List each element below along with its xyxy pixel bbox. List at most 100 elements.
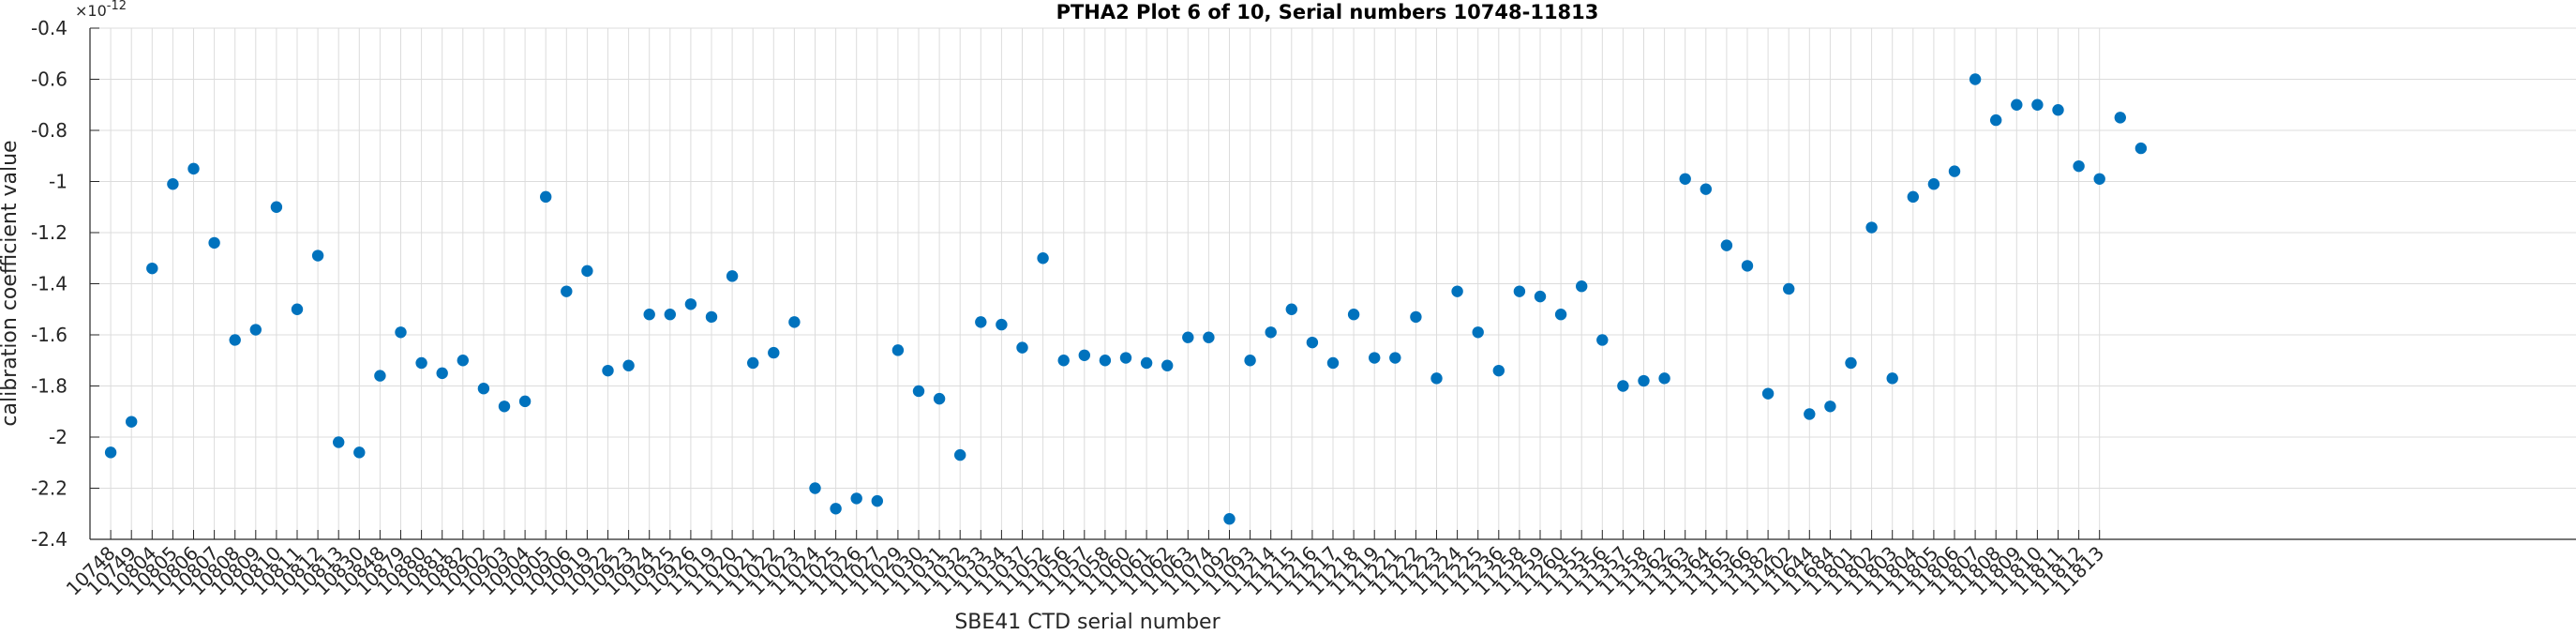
data-point <box>229 334 241 346</box>
data-point <box>975 316 987 328</box>
data-point <box>1845 356 1857 370</box>
data-point <box>291 303 304 315</box>
y-tick-label: -2.2 <box>31 477 67 500</box>
data-point <box>126 416 138 428</box>
data-point <box>1804 408 1816 420</box>
data-point <box>1410 310 1422 324</box>
data-point <box>1679 173 1691 185</box>
y-axis-label: calibration coefficient value <box>0 140 22 426</box>
axes <box>89 27 2576 540</box>
data-point <box>1534 290 1547 303</box>
data-point <box>249 324 262 336</box>
data-point <box>1203 331 1215 343</box>
data-point <box>1554 309 1567 321</box>
chart-title: PTHA2 Plot 6 of 10, Serial numbers 10748… <box>1056 1 1599 23</box>
data-point <box>1472 326 1484 339</box>
data-point <box>477 383 490 395</box>
data-point <box>1119 352 1132 364</box>
data-point <box>1886 372 1898 385</box>
data-point <box>1347 309 1360 321</box>
grid-lines <box>90 27 2576 540</box>
data-point <box>996 318 1008 331</box>
data-point <box>788 316 801 328</box>
y-tick-label: -1.8 <box>31 375 67 398</box>
data-point <box>353 446 366 459</box>
data-point <box>726 270 739 282</box>
data-point <box>1761 387 1775 400</box>
data-point <box>1638 374 1650 387</box>
data-point <box>1078 349 1091 361</box>
data-point <box>1513 285 1526 297</box>
data-point <box>2073 159 2085 173</box>
data-point <box>518 395 532 408</box>
y-exponent-power: -12 <box>107 0 127 13</box>
y-tick-label: -1.6 <box>31 324 67 346</box>
data-point <box>912 385 925 398</box>
data-point <box>2011 98 2023 111</box>
data-point <box>1430 372 1443 385</box>
data-point <box>1576 280 1588 293</box>
data-point <box>891 344 905 356</box>
data-point <box>705 310 718 324</box>
y-exponent-label: ×10-12 <box>75 0 127 20</box>
data-point <box>1451 285 1463 297</box>
data-point <box>208 236 220 249</box>
data-points <box>104 73 2148 525</box>
y-tick-label: -0.6 <box>31 68 67 91</box>
y-tick-label: -2 <box>49 426 67 448</box>
data-point <box>333 436 345 448</box>
data-point <box>167 178 179 190</box>
data-point <box>1969 73 1982 85</box>
data-point <box>1783 282 1795 295</box>
y-tick-label: -1.2 <box>31 221 67 244</box>
data-point <box>1492 364 1505 377</box>
data-point <box>933 392 946 405</box>
data-point <box>311 249 324 262</box>
data-point <box>1720 239 1733 251</box>
data-point <box>871 494 883 507</box>
data-point <box>146 262 158 275</box>
data-point <box>809 482 821 494</box>
data-point <box>643 309 655 321</box>
data-point <box>1741 260 1754 272</box>
data-point <box>1306 336 1319 349</box>
data-point <box>2093 173 2105 185</box>
data-point <box>1161 359 1174 371</box>
data-point <box>622 359 635 371</box>
data-point <box>1326 356 1340 370</box>
y-exponent-base: ×10 <box>75 2 107 20</box>
data-point <box>457 355 469 367</box>
data-point <box>1140 356 1153 370</box>
data-point <box>540 190 552 204</box>
data-point <box>664 309 676 321</box>
data-point <box>1990 113 2002 127</box>
y-tick-label: -0.8 <box>31 119 67 142</box>
data-point <box>1907 190 1920 204</box>
data-point <box>1700 183 1713 195</box>
data-point <box>1617 380 1629 392</box>
data-point <box>1016 341 1028 354</box>
y-tick-label: -1 <box>49 171 67 193</box>
data-point <box>953 448 966 461</box>
data-point <box>498 401 511 413</box>
data-point <box>1057 355 1070 367</box>
data-point <box>1099 355 1112 367</box>
tick-labels: -2.4 -2.2 -2 -1.8 -1.6 -1.4 -1.2 -1 -0.8 -0.6 -0.4… <box>31 17 2108 600</box>
data-point <box>1182 331 1194 343</box>
data-point <box>830 503 842 515</box>
data-point <box>1824 401 1836 413</box>
data-point <box>1389 352 1401 364</box>
data-point <box>374 370 386 382</box>
data-point <box>561 285 573 297</box>
data-point <box>684 298 697 310</box>
data-point <box>850 492 862 505</box>
x-axis-label: SBE41 CTD serial number <box>954 611 1221 634</box>
data-point <box>2114 112 2126 124</box>
data-point <box>768 346 780 359</box>
data-point <box>1037 252 1049 265</box>
data-point <box>1369 352 1381 364</box>
data-point <box>395 326 407 339</box>
data-point <box>1658 372 1670 385</box>
data-point <box>747 356 759 370</box>
